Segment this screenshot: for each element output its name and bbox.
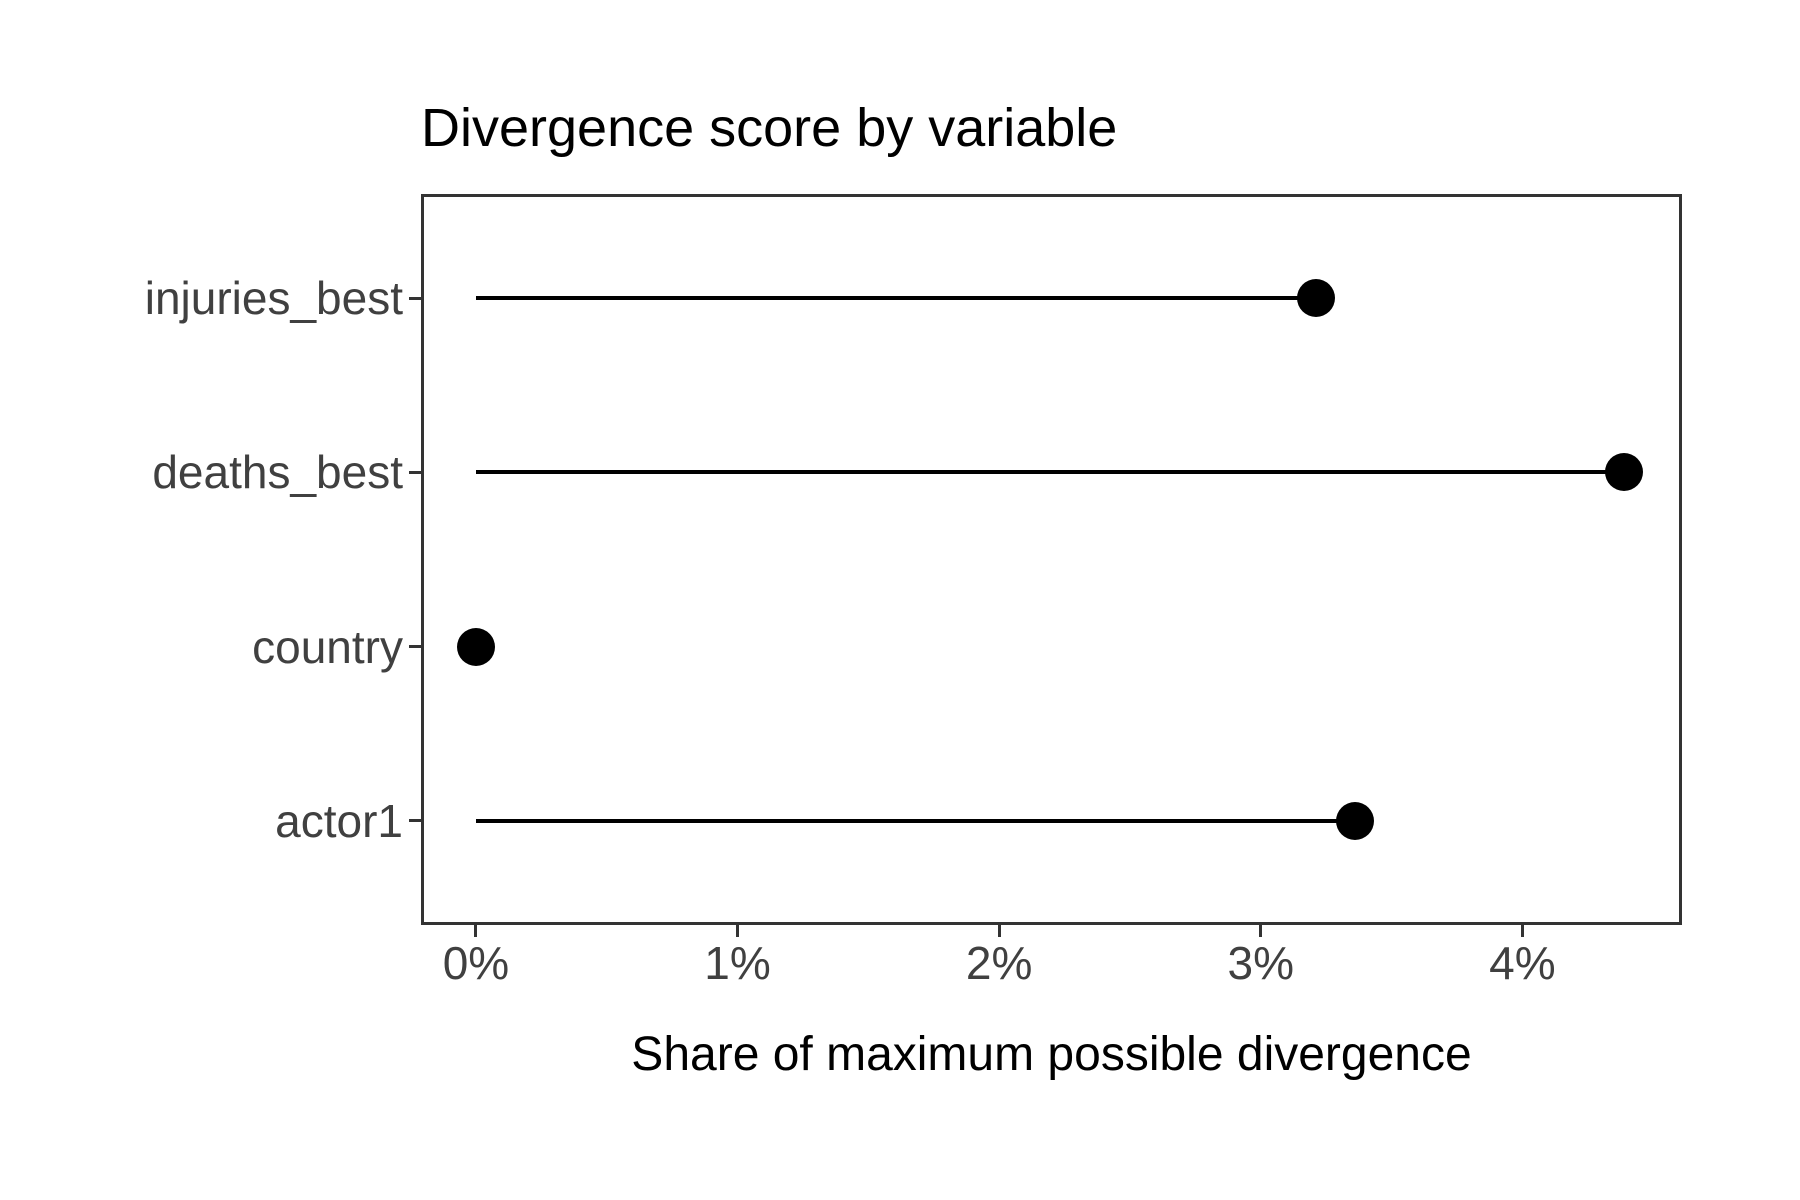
- y-axis-tick: [409, 470, 421, 474]
- plot-panel: [421, 194, 1682, 925]
- y-axis-label: deaths_best: [152, 446, 403, 499]
- lollipop-point: [1296, 279, 1335, 318]
- y-axis-tick: [409, 296, 421, 300]
- x-axis-tick-label: 3%: [1227, 937, 1295, 989]
- x-axis-tick-label: 4%: [1489, 937, 1556, 989]
- y-axis-label: actor1: [275, 794, 403, 847]
- x-axis-tick: [997, 925, 1001, 937]
- x-axis-tick: [1259, 925, 1263, 937]
- lollipop-point: [1605, 453, 1644, 492]
- x-axis-title: Share of maximum possible divergence: [631, 1028, 1472, 1081]
- y-axis-label: injuries_best: [144, 272, 403, 325]
- x-axis-tick-label: 0%: [442, 937, 510, 989]
- lollipop-stem: [475, 818, 1355, 823]
- y-axis-tick: [409, 645, 421, 649]
- x-axis-tick: [1520, 925, 1524, 937]
- chart-title: Divergence score by variable: [421, 98, 1118, 158]
- lollipop-point: [456, 627, 495, 666]
- x-axis-tick-label: 2%: [965, 937, 1033, 989]
- lollipop-point: [1335, 801, 1374, 840]
- lollipop-stem: [475, 296, 1316, 301]
- lollipop-stem: [475, 470, 1625, 475]
- x-axis-tick: [736, 925, 740, 937]
- x-axis-tick-label: 1%: [704, 937, 771, 989]
- y-axis-label: country: [252, 620, 403, 673]
- x-axis-tick: [474, 925, 478, 937]
- y-axis-tick: [409, 819, 421, 823]
